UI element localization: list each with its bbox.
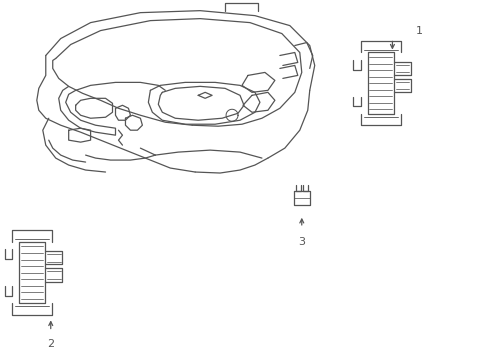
Text: 3: 3 (298, 237, 305, 247)
Text: 1: 1 (415, 26, 422, 36)
Text: 2: 2 (47, 339, 54, 349)
